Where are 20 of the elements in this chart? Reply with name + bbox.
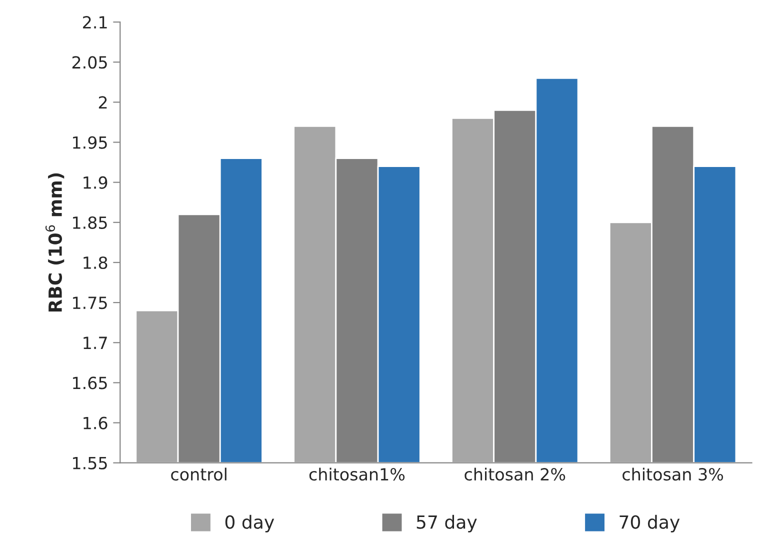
y-tick-label: 1.95 (73, 136, 107, 149)
y-tick-label: 2.05 (72, 56, 107, 69)
y-axis-title: RBC (10$^{6}$ mm) (45, 173, 64, 312)
y-tick-label: 1.55 (73, 457, 107, 470)
legend-label: 70 day (620, 514, 680, 532)
y-tick-label: 1.8 (84, 256, 108, 270)
y-tick-label: 1.7 (84, 336, 107, 349)
y-tick-label: 2 (98, 96, 107, 109)
y-tick-label: 2.1 (83, 16, 107, 28)
legend-label: 57 day (416, 514, 477, 532)
legend-label: 0 day (225, 514, 274, 532)
y-tick-label: 1.9 (84, 176, 108, 189)
x-tick-label: chitosan 2% (464, 468, 566, 481)
y-tick-label: 1.65 (73, 376, 107, 390)
x-tick-label: chitosan1% (309, 468, 405, 481)
y-tick-label: 1.6 (84, 416, 108, 430)
x-tick-label: control (171, 468, 226, 481)
x-tick-label: chitosan 3% (622, 468, 724, 481)
y-tick-label: 1.85 (73, 216, 107, 229)
y-tick-label: 1.75 (73, 296, 107, 310)
